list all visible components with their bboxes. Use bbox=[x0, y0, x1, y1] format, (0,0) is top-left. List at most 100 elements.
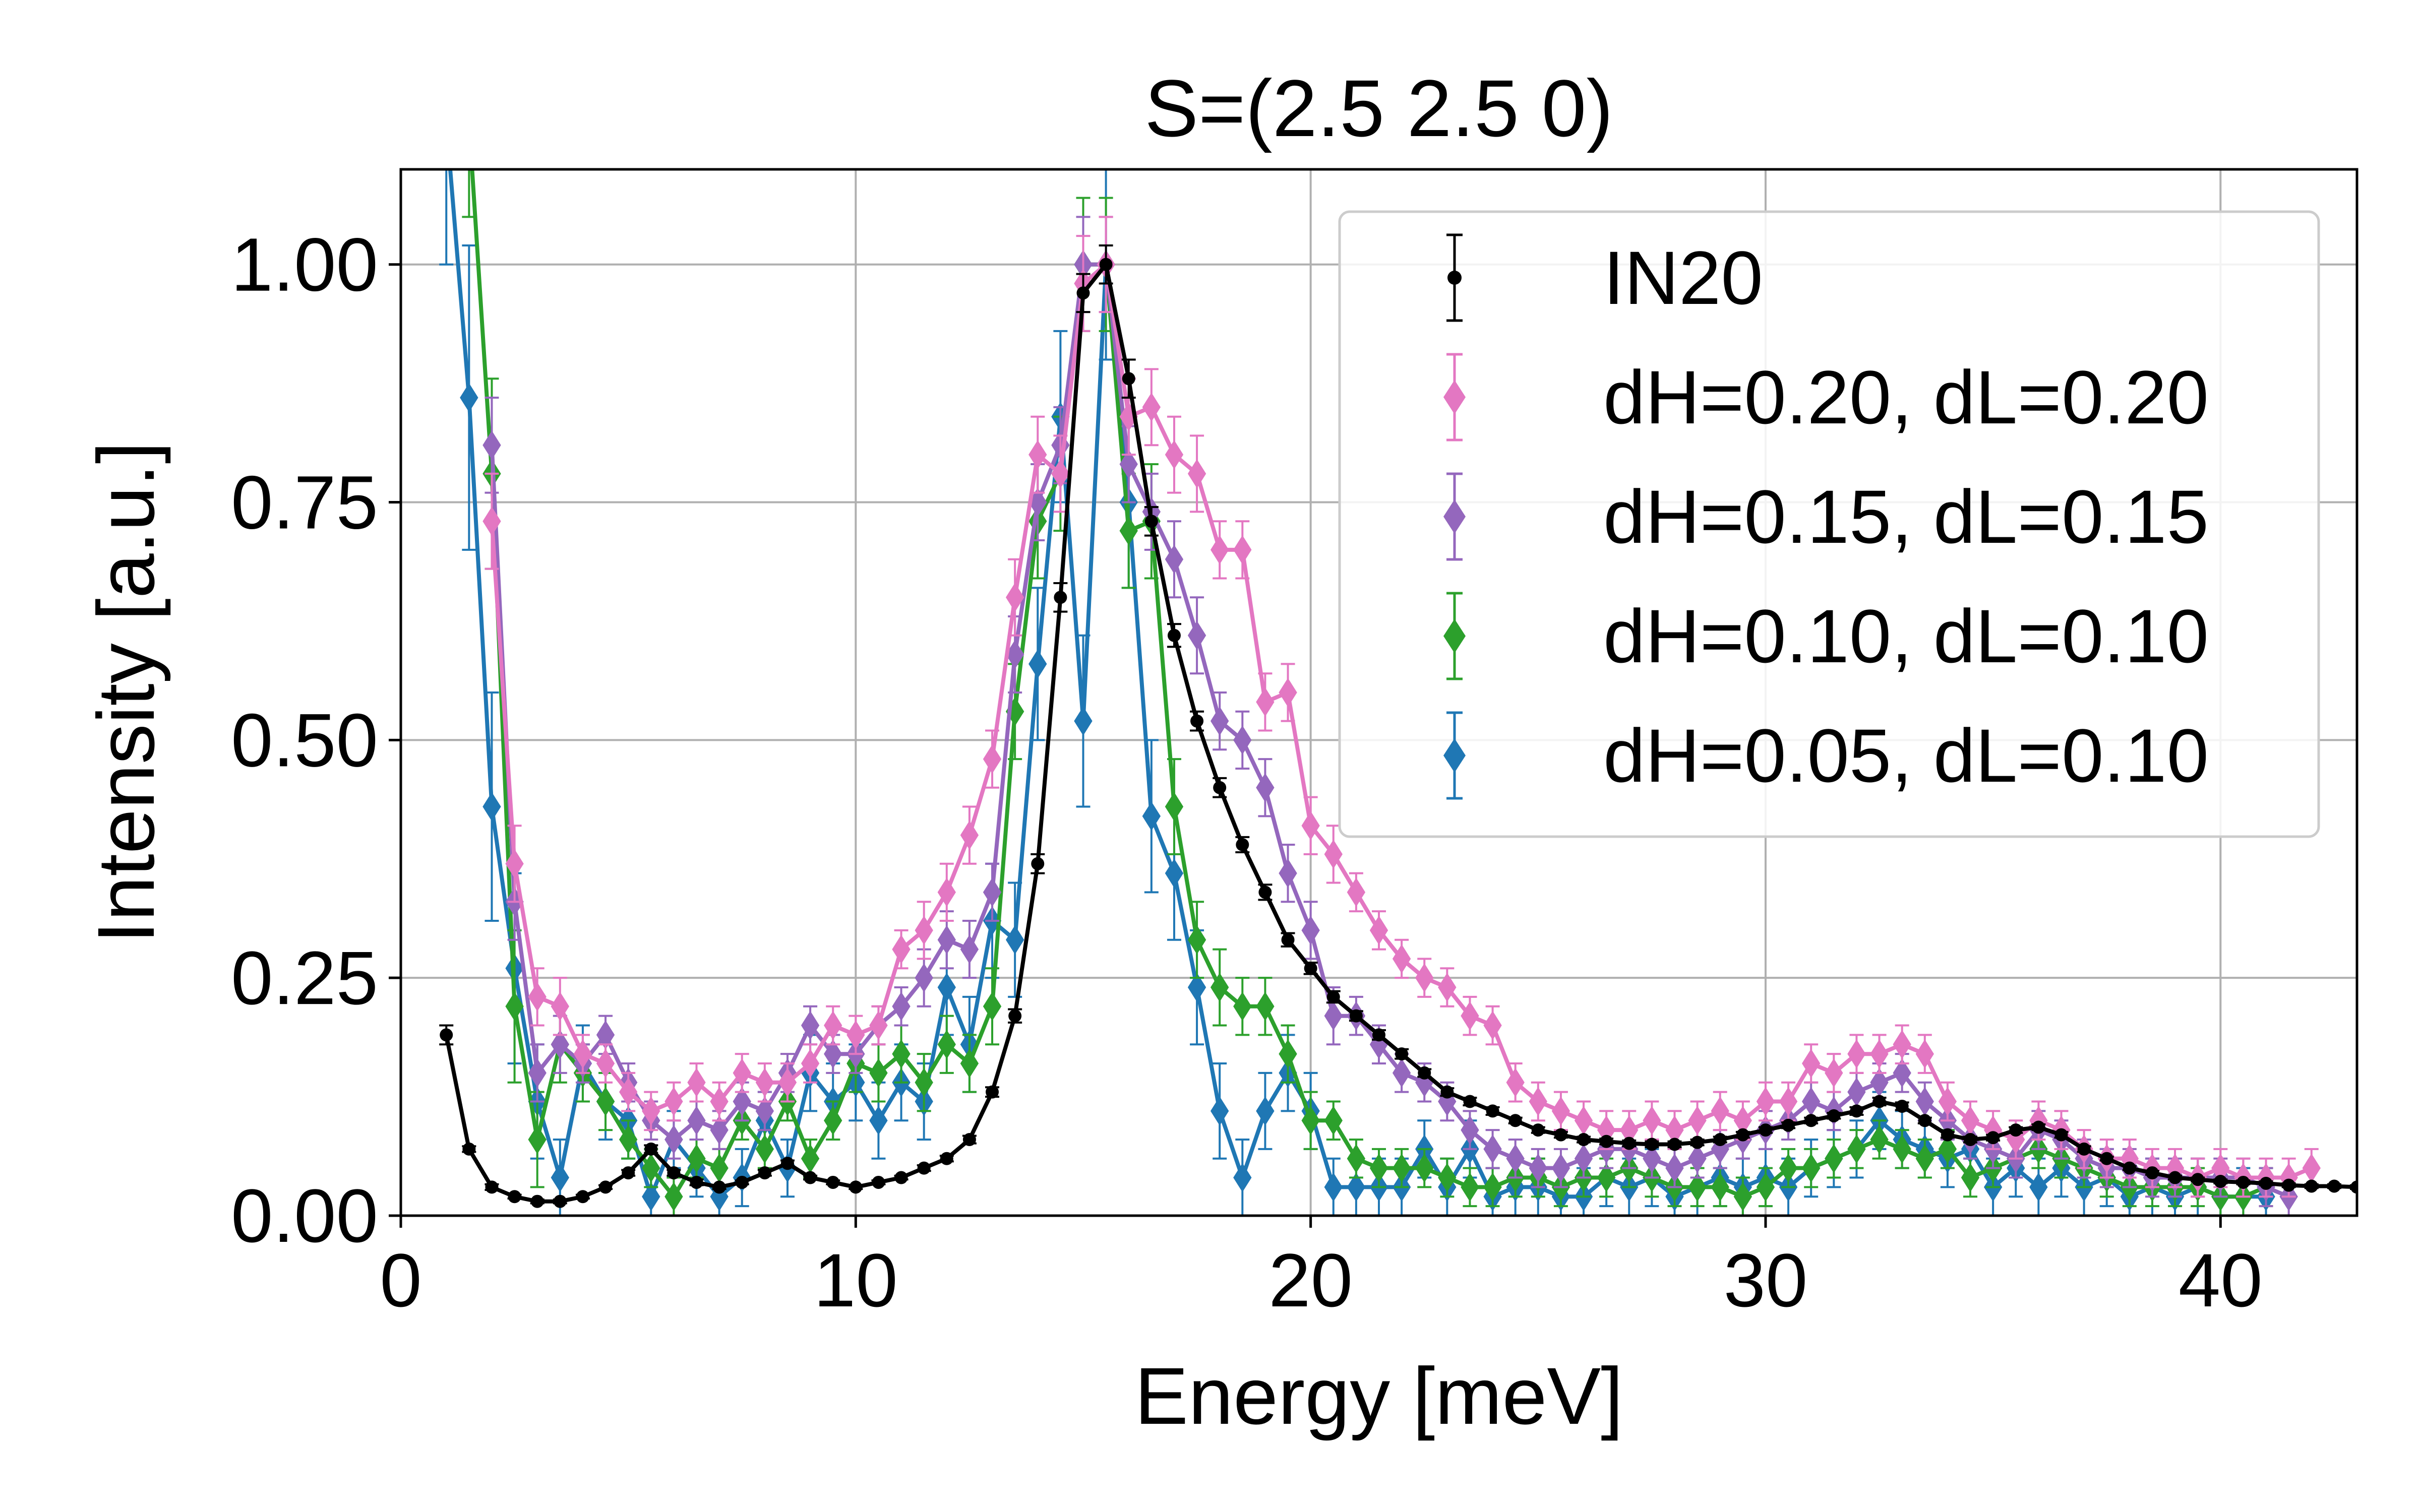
data-point bbox=[1483, 1135, 1502, 1164]
data-point bbox=[917, 1161, 931, 1175]
y-tick-label-2: 0.50 bbox=[231, 698, 378, 782]
data-point bbox=[460, 383, 478, 412]
data-point bbox=[551, 1030, 569, 1059]
data-point bbox=[1165, 440, 1184, 470]
data-point bbox=[824, 1011, 842, 1040]
data-point bbox=[1508, 1114, 1522, 1127]
data-point bbox=[804, 1171, 817, 1184]
data-point bbox=[1301, 915, 1320, 945]
x-tick-label-4: 40 bbox=[2179, 1238, 2263, 1322]
data-point bbox=[2282, 1178, 2295, 1192]
data-point bbox=[1486, 1104, 1499, 1118]
y-tick-label-4: 1.00 bbox=[231, 222, 378, 307]
data-point bbox=[1392, 1153, 1411, 1183]
data-point bbox=[1165, 544, 1184, 574]
data-point bbox=[1827, 1109, 1841, 1122]
data-point bbox=[1028, 440, 1047, 470]
data-point bbox=[1759, 1123, 1772, 1137]
data-point bbox=[1531, 1123, 1545, 1137]
data-point bbox=[710, 1115, 729, 1145]
data-point bbox=[801, 1011, 820, 1040]
data-point bbox=[664, 1125, 683, 1154]
data-point bbox=[1847, 1039, 1866, 1069]
data-point bbox=[1372, 1028, 1385, 1042]
data-point bbox=[2259, 1176, 2273, 1190]
data-point bbox=[1233, 1163, 1252, 1192]
data-point bbox=[1893, 1030, 1911, 1059]
data-point bbox=[644, 1142, 658, 1156]
data-point bbox=[1256, 1096, 1275, 1126]
data-point bbox=[1600, 1135, 1613, 1148]
data-point bbox=[619, 1125, 638, 1154]
legend-item-2: dH=0.15, dL=0.15 bbox=[1443, 472, 2209, 561]
data-point bbox=[551, 1163, 569, 1192]
data-point bbox=[894, 1171, 908, 1184]
x-tick-label-1: 10 bbox=[814, 1238, 898, 1322]
data-point bbox=[1144, 515, 1158, 528]
data-point bbox=[619, 1077, 638, 1107]
y-axis-label: Intensity [a.u.] bbox=[81, 442, 171, 943]
data-point bbox=[1711, 1096, 1729, 1126]
series-layer bbox=[439, 169, 2357, 1216]
data-point bbox=[1893, 1135, 1911, 1164]
data-point bbox=[1506, 1067, 1525, 1097]
data-point bbox=[937, 1030, 956, 1059]
x-tick-label-0: 0 bbox=[380, 1238, 421, 1322]
data-point bbox=[2191, 1173, 2205, 1186]
data-point bbox=[1554, 1128, 1567, 1142]
data-point bbox=[1051, 459, 1070, 488]
data-point bbox=[1281, 933, 1295, 947]
data-point bbox=[482, 792, 501, 822]
data-point bbox=[937, 973, 956, 1002]
data-point bbox=[872, 1175, 885, 1189]
plot-frame bbox=[399, 168, 2358, 1217]
legend-item-3: dH=0.10, dL=0.10 bbox=[1443, 592, 2209, 680]
data-point bbox=[915, 1067, 933, 1097]
legend-box bbox=[1338, 210, 2320, 838]
data-point bbox=[1643, 1106, 1661, 1136]
data-point bbox=[1008, 1009, 1022, 1023]
data-point bbox=[1301, 811, 1320, 841]
data-point bbox=[1279, 678, 1297, 707]
data-point bbox=[735, 1175, 749, 1189]
data-point bbox=[983, 991, 1002, 1021]
data-point bbox=[1031, 857, 1045, 870]
data-point bbox=[1142, 801, 1161, 831]
data-point bbox=[1736, 1128, 1749, 1142]
data-point bbox=[1369, 915, 1388, 945]
data-point bbox=[1918, 1114, 1931, 1127]
data-point bbox=[1665, 1153, 1684, 1183]
legend-label-1: dH=0.20, dL=0.20 bbox=[1603, 355, 2209, 439]
data-point bbox=[642, 1096, 660, 1126]
data-point bbox=[846, 1020, 865, 1050]
data-point bbox=[2145, 1166, 2159, 1180]
data-point bbox=[1438, 1163, 1457, 1192]
data-point bbox=[1122, 372, 1135, 386]
data-point bbox=[1028, 649, 1047, 679]
data-point bbox=[528, 1058, 547, 1088]
data-point bbox=[1622, 1137, 1636, 1150]
data-point bbox=[1054, 591, 1067, 604]
data-point bbox=[530, 1194, 544, 1208]
data-point bbox=[1211, 973, 1229, 1002]
series-0 bbox=[439, 244, 2357, 1208]
data-point bbox=[1005, 925, 1024, 955]
data-point bbox=[1688, 1172, 1707, 1202]
data-point bbox=[780, 1157, 794, 1170]
data-point bbox=[1551, 1096, 1570, 1126]
data-point bbox=[1782, 1118, 1795, 1132]
data-point bbox=[1347, 877, 1366, 907]
data-point bbox=[1964, 1133, 1977, 1147]
data-point bbox=[1119, 516, 1138, 546]
data-point bbox=[1304, 962, 1317, 975]
data-point bbox=[1438, 973, 1457, 1002]
legend-item-4: dH=0.05, dL=0.10 bbox=[1443, 711, 2209, 800]
data-point bbox=[664, 1182, 683, 1212]
data-point bbox=[440, 1028, 453, 1042]
data-point bbox=[462, 1142, 476, 1156]
data-point bbox=[573, 1039, 592, 1069]
data-point bbox=[826, 1175, 840, 1189]
series-3 bbox=[462, 169, 2275, 1216]
data-point bbox=[1529, 1087, 1547, 1116]
